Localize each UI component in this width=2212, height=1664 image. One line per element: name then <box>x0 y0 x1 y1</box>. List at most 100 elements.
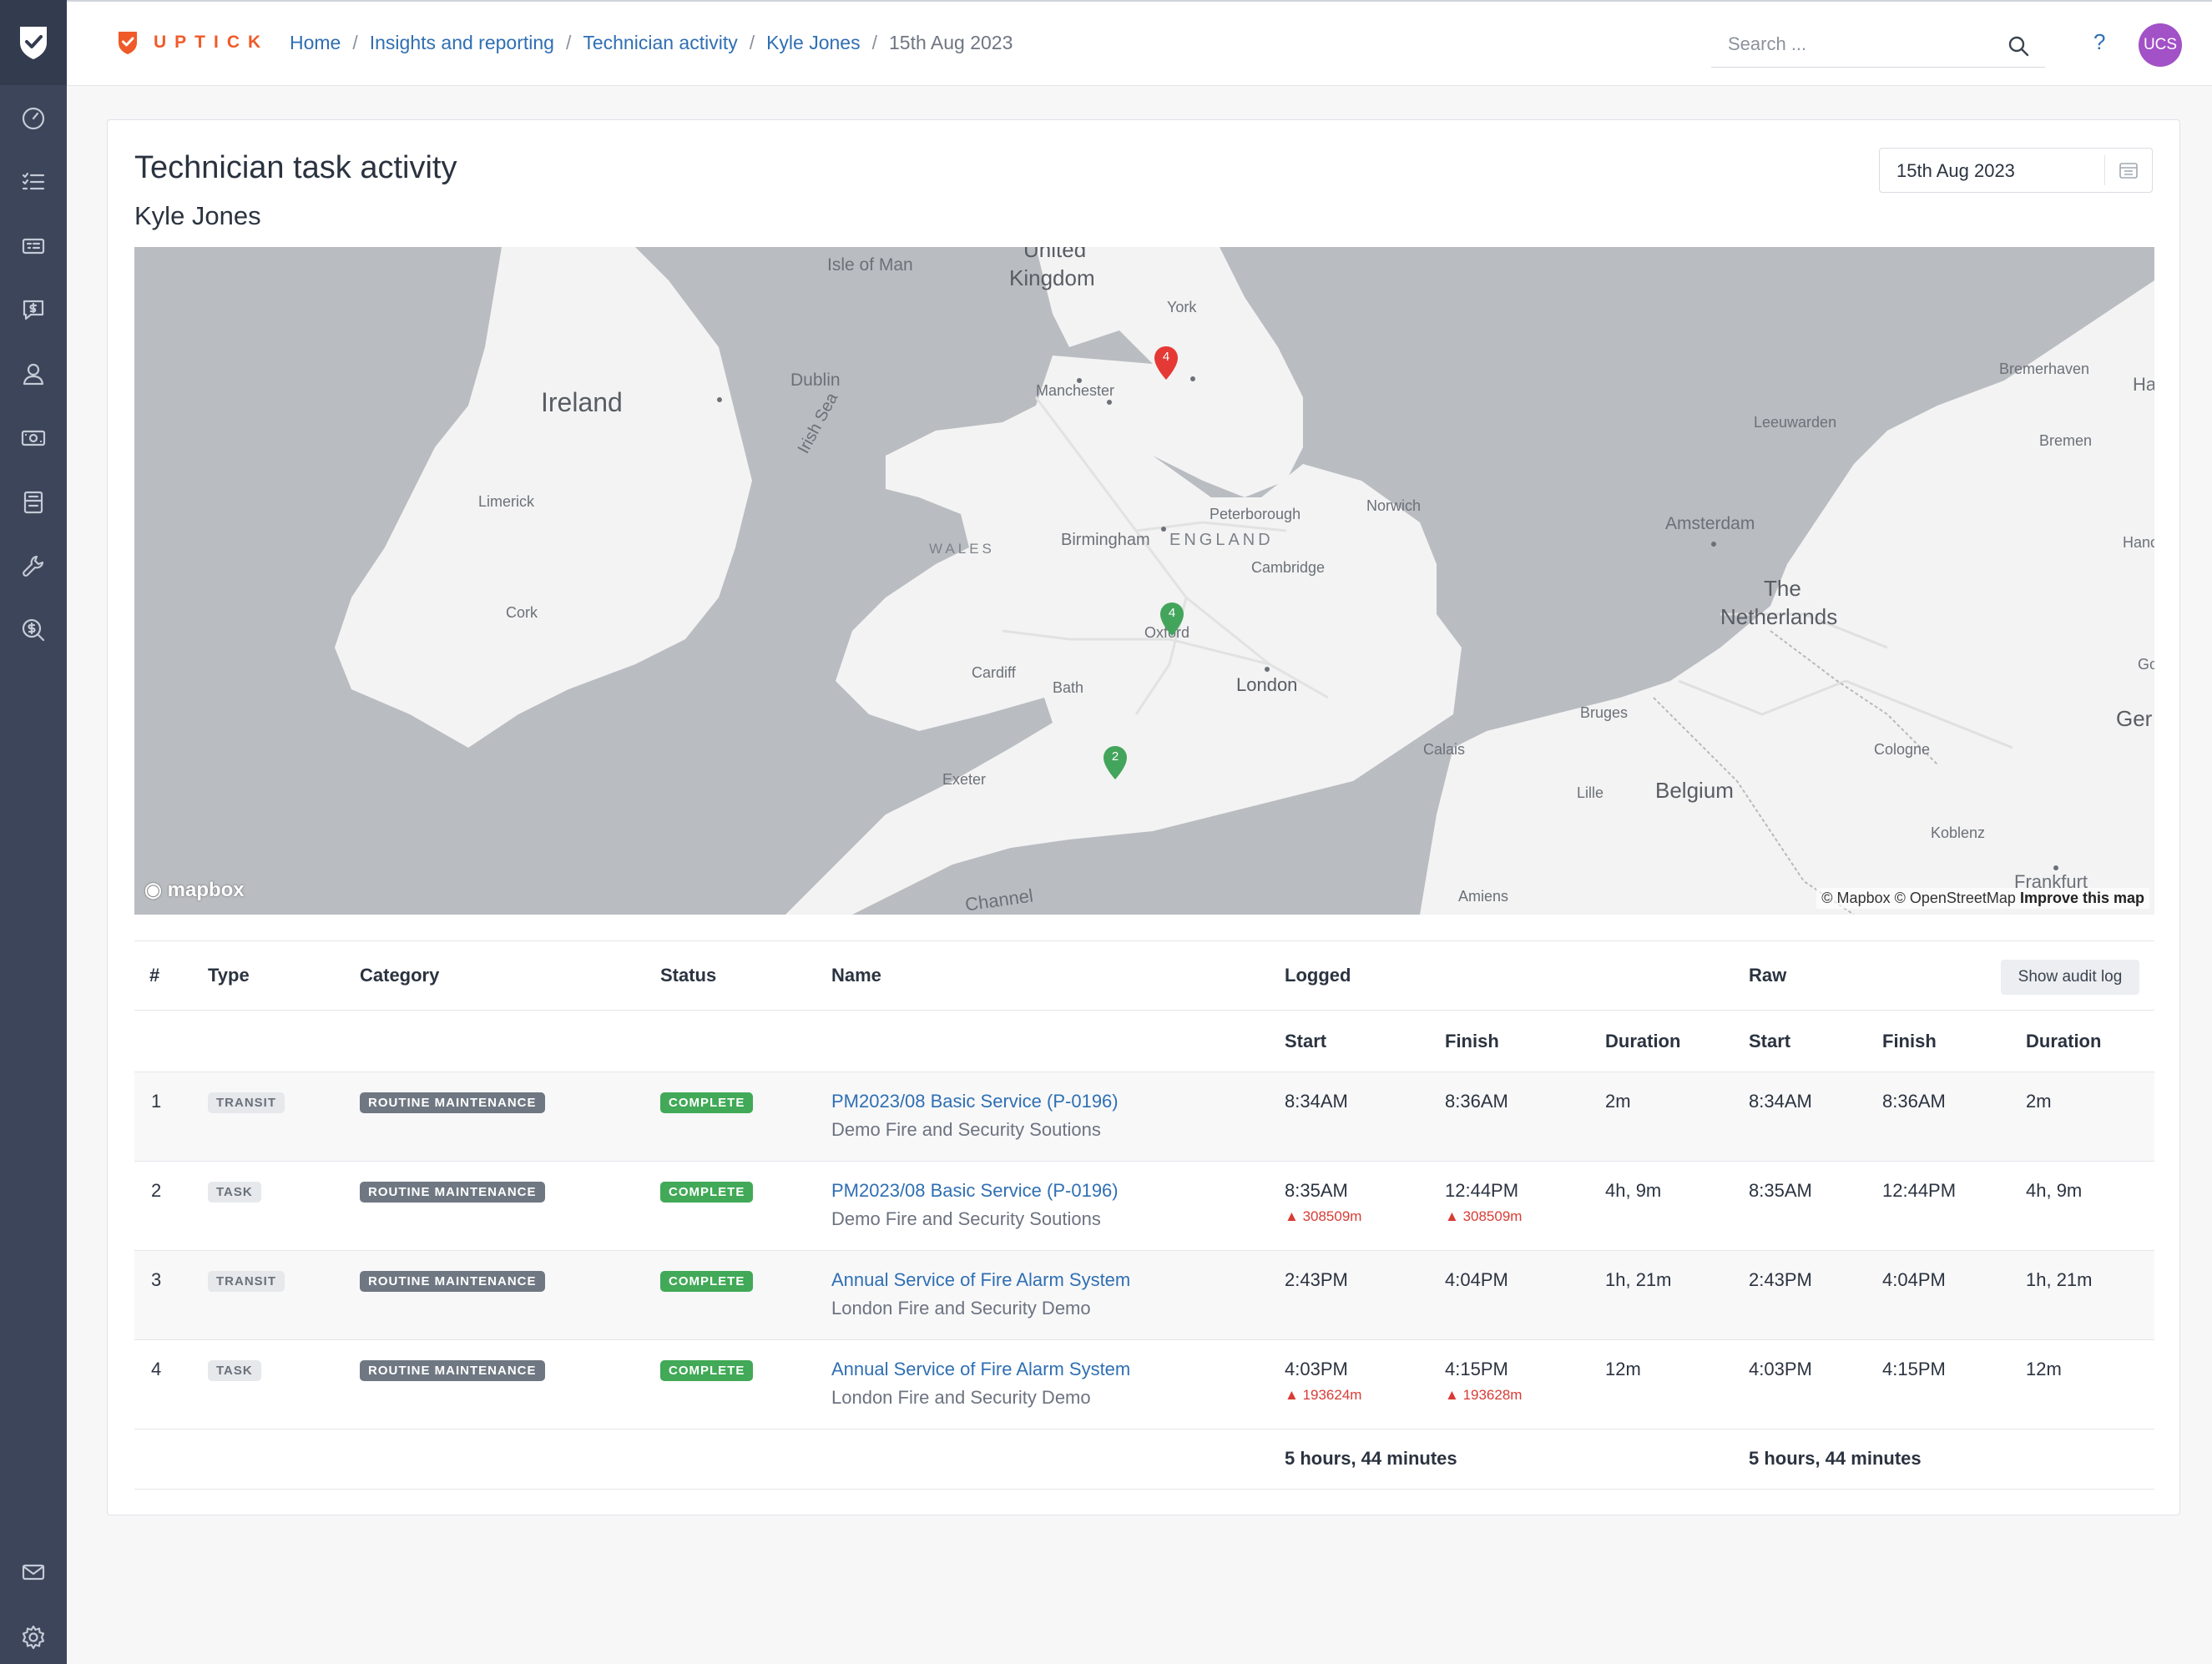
map-label-birmingham: Birmingham <box>1061 531 1150 549</box>
status-badge: COMPLETE <box>660 1092 754 1113</box>
raw-finish: 8:36AM <box>1882 1091 1946 1112</box>
breadcrumb: Home / Insights and reporting / Technici… <box>290 32 1013 54</box>
show-audit-log-button[interactable]: Show audit log <box>2001 960 2139 995</box>
map-landmass <box>335 247 2154 915</box>
help-button[interactable]: ? <box>2093 29 2106 54</box>
client-name: Demo Fire and Security Soutions <box>831 1208 1101 1229</box>
logged-start: 8:34AM <box>1285 1091 1348 1112</box>
user-avatar[interactable]: UCS <box>2139 23 2182 67</box>
app-logo[interactable] <box>0 0 67 85</box>
col-raw-finish: Finish <box>1882 1031 1937 1051</box>
breadcrumb-home[interactable]: Home <box>290 32 341 53</box>
map-label-amsterdam: Amsterdam <box>1665 514 1755 533</box>
page-title: Technician task activity <box>134 150 457 185</box>
attribution-text[interactable]: © Mapbox © OpenStreetMap <box>1821 890 2016 906</box>
task-name-link[interactable]: Annual Service of Fire Alarm System <box>831 1359 1131 1379</box>
table-header-row: # Type Category Status Name Logged Raw S… <box>134 940 2154 1011</box>
map-label-go: Go <box>2138 656 2154 673</box>
map-marker-icon <box>1103 746 1127 779</box>
date-picker[interactable]: 15th Aug 2023 <box>1879 148 2153 193</box>
map-label-ha: Ha <box>2133 374 2154 395</box>
client-name: London Fire and Security Demo <box>831 1298 1091 1319</box>
task-name-link[interactable]: Annual Service of Fire Alarm System <box>831 1269 1131 1290</box>
row-number: 2 <box>151 1180 162 1201</box>
date-picker-value: 15th Aug 2023 <box>1896 160 2015 181</box>
document-register-icon[interactable] <box>13 482 53 522</box>
table-row[interactable]: 3 TRANSIT ROUTINE MAINTENANCE COMPLETE A… <box>134 1251 2154 1340</box>
warning-icon: ▲ <box>1445 1208 1459 1224</box>
map-label-cork: Cork <box>506 604 538 621</box>
col-name: Name <box>831 965 881 986</box>
search-input[interactable] <box>1711 23 2012 65</box>
map-pin-green[interactable]: 2 <box>1103 745 1128 780</box>
task-name-link[interactable]: PM2023/08 Basic Service (P-0196) <box>831 1180 1119 1201</box>
map-label-uk: Kingdom <box>1009 265 1095 290</box>
category-badge: ROUTINE MAINTENANCE <box>360 1092 545 1113</box>
raw-total: 5 hours, 44 minutes <box>1749 1448 1922 1469</box>
logged-start: 8:35AM <box>1285 1180 1348 1201</box>
map-pin-red[interactable]: 4 <box>1154 345 1179 381</box>
money-icon[interactable] <box>13 418 53 458</box>
shield-check-logo-icon <box>20 27 47 59</box>
quote-chat-dollar-icon[interactable] <box>13 290 53 330</box>
row-number: 3 <box>151 1269 162 1290</box>
col-raw-start: Start <box>1749 1031 1791 1051</box>
search-icon[interactable] <box>2007 34 2030 58</box>
category-badge: ROUTINE MAINTENANCE <box>360 1360 545 1381</box>
logged-duration: 2m <box>1605 1091 1631 1112</box>
breadcrumb-separator: / <box>871 32 877 53</box>
improve-map-link[interactable]: Improve this map <box>2019 890 2144 906</box>
start-distance-warning: ▲ 193624m <box>1285 1387 1361 1404</box>
map-label-lille: Lille <box>1577 784 1604 801</box>
warning-text: 308509m <box>1462 1208 1523 1224</box>
calendar-icon[interactable] <box>2104 155 2152 185</box>
client-name: London Fire and Security Demo <box>831 1387 1091 1408</box>
type-badge: TRANSIT <box>208 1092 285 1113</box>
activity-card: Technician task activity Kyle Jones 15th… <box>107 119 2180 1515</box>
status-badge: COMPLETE <box>660 1271 754 1292</box>
table-row[interactable]: 2 TASK ROUTINE MAINTENANCE COMPLETE PM20… <box>134 1162 2154 1251</box>
table-row[interactable]: 1 TRANSIT ROUTINE MAINTENANCE COMPLETE P… <box>134 1072 2154 1162</box>
col-category: Category <box>360 965 440 986</box>
map-label-belgium: Belgium <box>1655 778 1734 803</box>
task-list-icon[interactable] <box>13 162 53 202</box>
warning-text: 193628m <box>1462 1387 1523 1403</box>
raw-duration: 4h, 9m <box>2026 1180 2083 1201</box>
breadcrumb-insights[interactable]: Insights and reporting <box>369 32 554 53</box>
sidebar <box>0 0 67 1664</box>
mapbox-logo-icon: ◉ <box>144 879 162 901</box>
map-label-netherlands: Netherlands <box>1720 604 1838 629</box>
search-dollar-icon[interactable] <box>13 610 53 650</box>
col-raw-duration: Duration <box>2026 1031 2102 1051</box>
col-logged-start: Start <box>1285 1031 1327 1051</box>
mail-icon[interactable] <box>13 1552 53 1592</box>
breadcrumb-technician-activity[interactable]: Technician activity <box>583 32 738 53</box>
brand-logo[interactable]: UPTICK <box>117 30 269 55</box>
col-type: Type <box>208 965 250 986</box>
category-badge: ROUTINE MAINTENANCE <box>360 1182 545 1203</box>
dashboard-gauge-icon[interactable] <box>13 98 53 139</box>
raw-start: 2:43PM <box>1749 1269 1812 1290</box>
wrench-icon[interactable] <box>13 546 53 586</box>
map-pin-green[interactable]: 4 <box>1159 602 1184 637</box>
raw-finish: 4:15PM <box>1882 1359 1946 1379</box>
user-icon[interactable] <box>13 354 53 394</box>
raw-start: 8:35AM <box>1749 1180 1812 1201</box>
activity-map[interactable]: United Kingdom Isle of Man Ireland Dubli… <box>134 247 2154 915</box>
map-marker-icon <box>1154 346 1178 380</box>
raw-duration: 12m <box>2026 1359 2062 1379</box>
map-label-cardiff: Cardiff <box>972 664 1016 681</box>
mapbox-logo[interactable]: ◉ mapbox <box>144 878 245 902</box>
warning-icon: ▲ <box>1285 1208 1299 1224</box>
logged-start: 2:43PM <box>1285 1269 1348 1290</box>
logged-finish: 12:44PM <box>1445 1180 1519 1201</box>
map-label-dublin: Dublin <box>790 371 841 390</box>
invoice-card-icon[interactable] <box>13 226 53 266</box>
task-name-link[interactable]: PM2023/08 Basic Service (P-0196) <box>831 1091 1119 1112</box>
col-logged-duration: Duration <box>1605 1031 1681 1051</box>
col-raw: Raw <box>1749 965 1787 986</box>
breadcrumb-technician[interactable]: Kyle Jones <box>766 32 861 53</box>
table-row[interactable]: 4 TASK ROUTINE MAINTENANCE COMPLETE Annu… <box>134 1340 2154 1430</box>
settings-gear-icon[interactable] <box>13 1617 53 1657</box>
map-pin-count: 4 <box>1162 350 1170 364</box>
